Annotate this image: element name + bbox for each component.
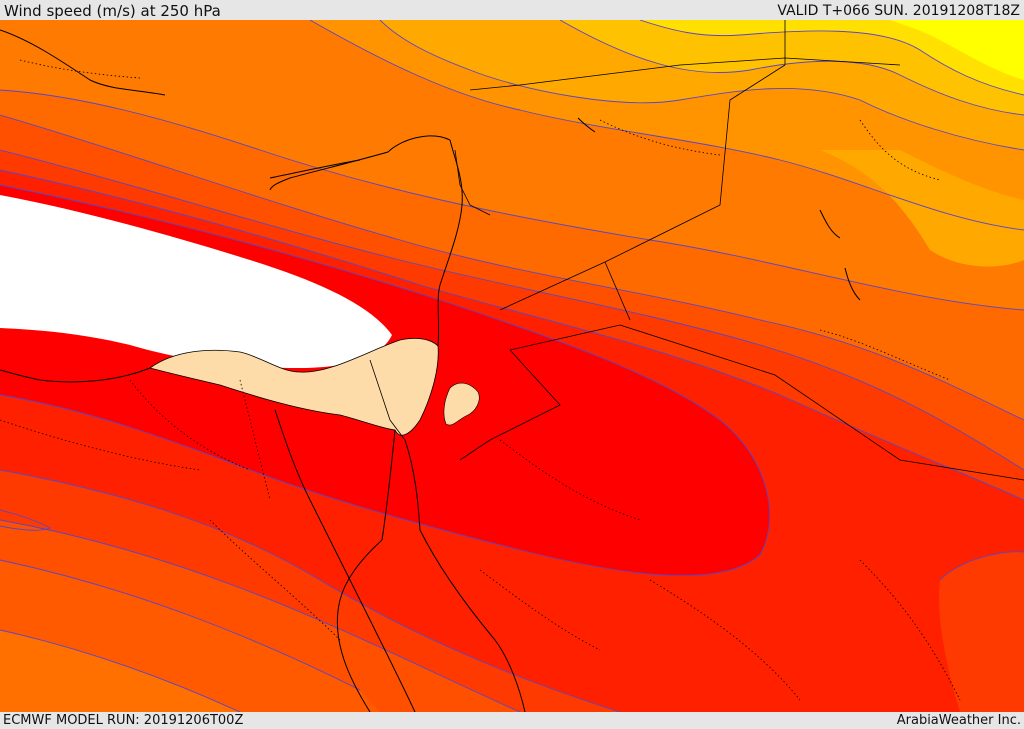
- band-south-orange-2: [0, 630, 240, 712]
- title-bar: Wind speed (m/s) at 250 hPa VALID T+066 …: [0, 0, 1024, 20]
- wind-speed-map: [0, 20, 1024, 712]
- admin-boundaries: [0, 59, 961, 701]
- map-title: Wind speed (m/s) at 250 hPa: [4, 2, 221, 20]
- band-amber-lobe: [820, 150, 1024, 267]
- band-white-core: [0, 195, 392, 368]
- band-south-east-orange: [939, 551, 1024, 712]
- political-borders: [369, 20, 1024, 481]
- credit-label: ArabiaWeather Inc.: [896, 713, 1021, 728]
- coastlines: [0, 29, 861, 712]
- isotach-contours: [0, 20, 1024, 712]
- valid-time-label: VALID T+066 SUN. 20191208T18Z: [777, 3, 1020, 19]
- land-delta-sinai: [149, 338, 439, 436]
- model-run-label: ECMWF MODEL RUN: 20191206T00Z: [3, 713, 244, 728]
- land-eilat-lobe: [443, 382, 480, 426]
- band-bright-yellow: [890, 20, 1024, 80]
- footer-bar: ECMWF MODEL RUN: 20191206T00Z ArabiaWeat…: [0, 712, 1024, 729]
- band-yellow: [640, 20, 1024, 95]
